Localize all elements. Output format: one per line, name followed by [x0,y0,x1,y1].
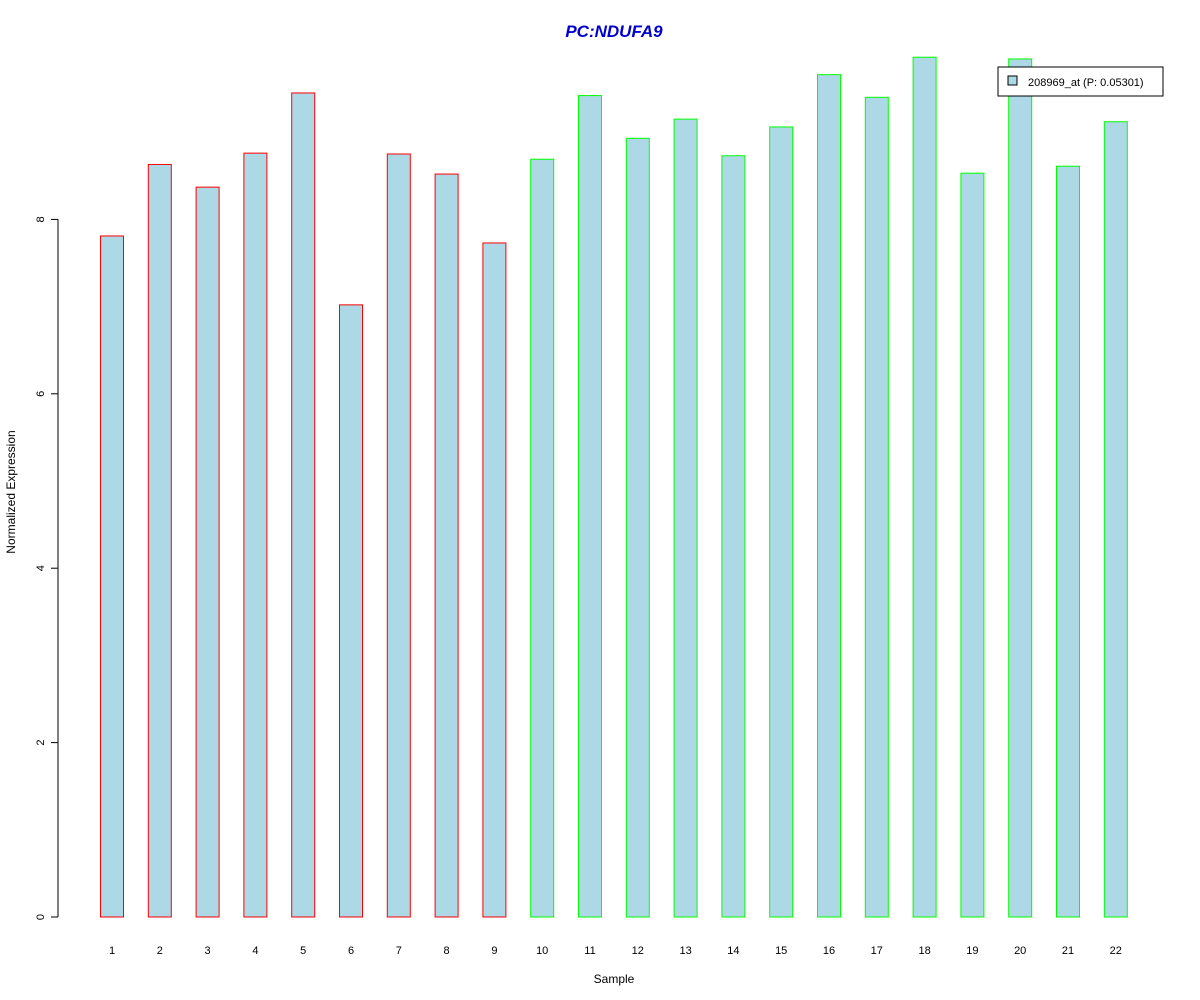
x-tick-label: 1 [109,945,115,957]
y-axis: 0 2 4 6 8 [35,216,59,920]
x-tick-label: 10 [536,945,548,957]
x-tick-label: 4 [252,945,258,957]
chart-title: PC:NDUFA9 [565,22,663,41]
bar-sample-7 [386,153,411,918]
bar-sample-3 [195,186,220,918]
x-tick-labels: 1 2 3 4 5 6 7 8 9 10 11 12 13 14 15 16 17 18 19 20 21 22 [109,945,1122,957]
x-tick-label: 2 [157,945,163,957]
x-tick-label: 18 [918,945,930,957]
x-tick-label: 9 [491,945,497,957]
legend: 208969_at (P: 0.05301) [997,66,1164,97]
bar-sample-20 [1008,58,1033,918]
x-tick-label: 22 [1110,945,1122,957]
legend-entry-label: 208969_at (P: 0.05301) [1028,77,1144,89]
bar-sample-6 [339,304,363,918]
x-tick-label: 13 [679,945,691,957]
bars [100,56,1128,918]
bar-sample-5 [291,92,316,918]
bar-sample-17 [864,96,889,918]
y-tick-label: 2 [35,740,47,746]
x-tick-label: 12 [632,945,644,957]
x-tick-label: 8 [444,945,450,957]
bar-sample-9 [482,242,507,918]
bar-sample-15 [769,126,794,918]
bar-sample-16 [817,74,841,918]
legend-swatch [1007,75,1018,86]
x-tick-label: 19 [966,945,978,957]
y-tick-label: 0 [35,914,47,920]
y-axis-label: Normalized Expression [4,430,18,553]
x-tick-label: 3 [205,945,211,957]
x-tick-label: 17 [871,945,883,957]
bar-sample-19 [960,172,985,918]
bar-sample-4 [243,152,268,918]
x-tick-label: 11 [584,945,595,957]
x-tick-label: 6 [348,945,354,957]
bar-sample-8 [434,173,459,918]
bar-sample-12 [625,137,650,918]
bar-sample-14 [721,155,746,918]
bar-sample-22 [1103,121,1128,918]
bar-sample-11 [578,95,602,918]
bar-sample-13 [673,118,698,918]
x-tick-label: 16 [823,945,835,957]
bar-sample-21 [1056,165,1080,918]
bar-sample-2 [147,163,172,918]
x-tick-label: 14 [727,945,739,957]
y-tick-label: 6 [35,391,47,397]
x-tick-label: 20 [1014,945,1026,957]
x-axis-label: Sample [594,972,635,986]
y-tick-label: 4 [35,565,47,571]
bar-sample-18 [912,56,937,918]
x-tick-label: 15 [775,945,787,957]
y-tick-label: 8 [35,216,47,222]
x-tick-label: 7 [396,945,402,957]
x-tick-label: 21 [1062,945,1074,957]
legend-box [997,66,1164,97]
bar-sample-1 [100,235,124,918]
x-tick-label: 5 [300,945,306,957]
bar-sample-10 [530,158,555,918]
